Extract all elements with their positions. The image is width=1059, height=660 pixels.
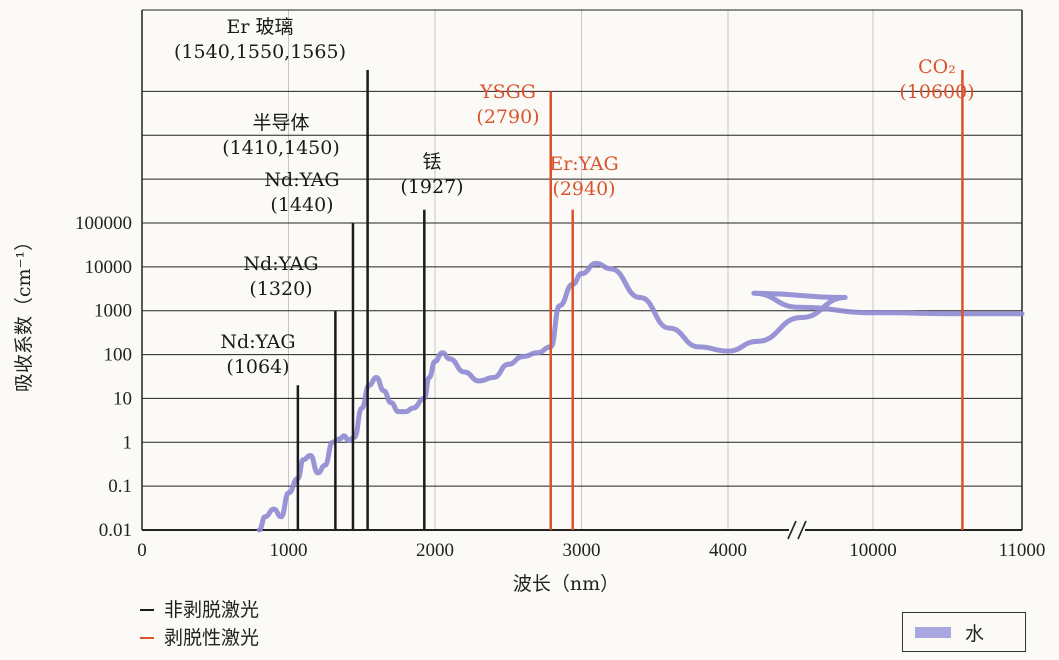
y-tick-label: 100: [104, 345, 133, 366]
x-axis-label: 波长（nm）: [513, 573, 619, 595]
y-tick-labels: 0.01 0.1 1 10 100 1000 10000 100000: [75, 213, 132, 541]
laser-wavelength-label: (1540,1550,1565): [174, 41, 346, 63]
laser-wavelength-label: (2790): [476, 106, 539, 128]
legend-label-water: 水: [965, 622, 985, 645]
legend-label-non-ablative: 非剥脱激光: [164, 599, 260, 621]
x-tick-labels: 0 1000 2000 3000 4000 10000 11000: [137, 540, 1045, 561]
x-tick-label: 10000: [849, 540, 897, 561]
laser-name-label: Er 玻璃: [227, 16, 294, 38]
x-tick-label: 2000: [416, 540, 454, 561]
water-curve: [256, 260, 1025, 533]
y-tick-label: 0.01: [99, 520, 132, 541]
laser-name-label: 半导体: [252, 112, 309, 134]
x-tick-label: 4000: [709, 540, 747, 561]
legend-label-ablative: 剥脱性激光: [164, 627, 260, 649]
laser-wavelength-label: (10600): [899, 81, 974, 103]
y-tick-label: 0.1: [108, 476, 132, 497]
laser-wavelength-label: (1064): [226, 356, 289, 378]
y-axis-label: 吸收系数（cm⁻¹）: [13, 232, 35, 392]
y-tick-label: 10: [113, 388, 132, 409]
break-slash: [797, 520, 807, 540]
laser-name-label: 铥: [422, 151, 441, 173]
axis-break-marker: [787, 520, 807, 540]
y-tick-label: 1: [123, 432, 133, 453]
y-tick-label: 1000: [94, 301, 132, 322]
legend-swatch-non-ablative: [140, 609, 154, 611]
laser-name-label: Nd:YAG: [220, 331, 295, 353]
laser-lines: [296, 70, 964, 530]
laser-name-label: Er:YAG: [549, 153, 618, 175]
legend-item-non-ablative: 非剥脱激光: [140, 596, 259, 624]
laser-name-label: Nd:YAG: [243, 253, 318, 275]
laser-name-label: YSGG: [479, 81, 536, 103]
legend-series-box: 水: [902, 612, 1026, 652]
laser-wavelength-label: (1440): [270, 194, 333, 216]
water-absorption-series: [256, 260, 1025, 533]
break-gap: [789, 520, 805, 540]
legend-item-ablative: 剥脱性激光: [140, 624, 259, 652]
laser-labels: Nd:YAG (1064) Nd:YAG (1320) Nd:YAG (1440) 半导体 (…: [174, 16, 975, 378]
laser-wavelength-label: (1410,1450): [222, 137, 340, 159]
legend-swatch-ablative: [140, 637, 154, 639]
x-tick-label: 3000: [563, 540, 601, 561]
break-slash: [787, 520, 797, 540]
y-tick-label: 10000: [85, 257, 133, 278]
laser-name-label: Nd:YAG: [264, 169, 339, 191]
legend-swatch-water: [915, 626, 951, 638]
x-tick-label: 0: [137, 540, 147, 561]
laser-wavelength-label: (1320): [249, 278, 312, 300]
x-tick-label: 11000: [999, 540, 1046, 561]
laser-wavelength-label: (1927): [400, 176, 463, 198]
axes: [141, 10, 1023, 531]
laser-wavelength-label: (2940): [552, 178, 615, 200]
y-tick-label: 100000: [75, 213, 132, 234]
legend-categories: 非剥脱激光 剥脱性激光: [140, 596, 259, 652]
laser-name-label: CO₂: [918, 56, 956, 78]
x-tick-label: 1000: [270, 540, 308, 561]
